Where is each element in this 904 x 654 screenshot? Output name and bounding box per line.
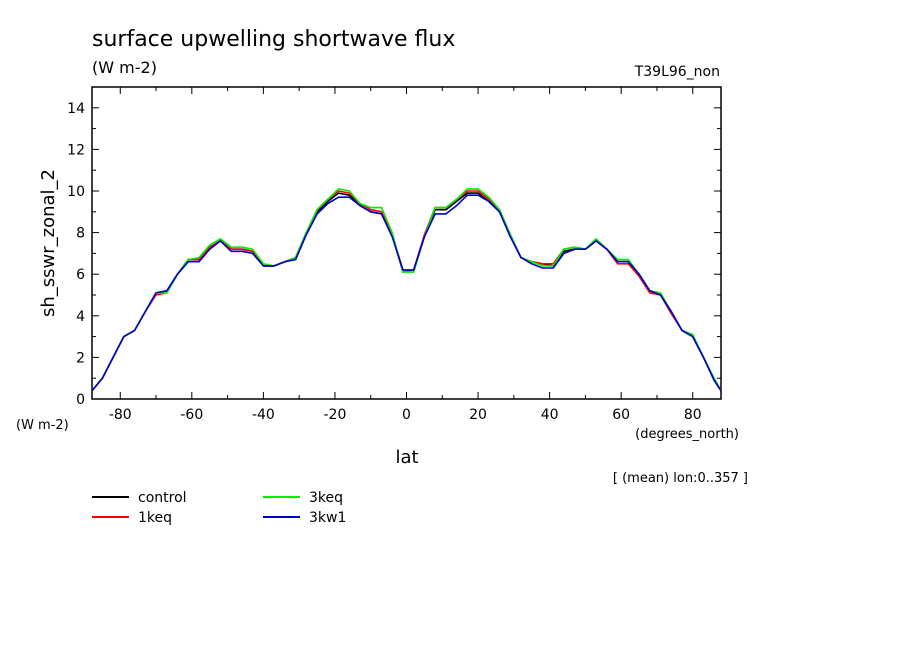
y-tick-label: 6	[76, 267, 85, 283]
x-tick-label: 80	[684, 407, 702, 423]
x-tick-label: -20	[324, 407, 347, 423]
x-tick-label: 20	[469, 407, 487, 423]
series-line-1keq	[91, 190, 722, 392]
y-tick-label: 2	[76, 350, 85, 366]
x-tick-label: -40	[252, 407, 275, 423]
series-line-control	[91, 192, 722, 392]
x-tick-label: -60	[180, 407, 203, 423]
y-tick-label: 14	[67, 101, 85, 117]
plot-frame	[91, 86, 722, 400]
y-tick-label: 8	[76, 226, 85, 242]
x-tick-label: -80	[109, 407, 132, 423]
legend-label-1keq: 1keq	[138, 510, 172, 526]
y-axis-ticks: 0 2 4 6 8 10 12 14	[67, 86, 721, 408]
y-axis-units: (W m-2)	[16, 418, 69, 433]
chart-title: surface upwelling shortwave flux	[92, 27, 455, 52]
x-tick-label: 0	[402, 407, 411, 423]
y-tick-label: 12	[67, 142, 85, 158]
y-tick-label: 10	[67, 184, 85, 200]
averaging-note: [ (mean) lon:0..357 ]	[613, 471, 748, 486]
x-axis-ticks: -80 -60 -40 -20 0 20 40 60 80	[109, 87, 702, 423]
y-axis-label: sh_sswr_zonal_2	[38, 169, 59, 317]
x-tick-label: 40	[541, 407, 559, 423]
legend-label-3keq: 3keq	[309, 490, 343, 506]
legend-label-control: control	[138, 490, 187, 506]
y-tick-label: 0	[76, 392, 85, 408]
experiment-label: T39L96_non	[634, 64, 720, 80]
chart-units-subtitle: (W m-2)	[92, 58, 157, 77]
y-tick-label: 4	[76, 309, 85, 325]
x-axis-units: (degrees_north)	[635, 427, 739, 442]
legend-label-3kw1: 3kw1	[309, 510, 346, 526]
series-line-3kw1	[91, 194, 722, 392]
series-layer	[91, 188, 722, 392]
x-axis-label: lat	[395, 447, 418, 468]
series-line-3keq	[91, 188, 722, 392]
x-tick-label: 60	[612, 407, 630, 423]
chart-legend: control 1keq 3keq 3kw1	[92, 490, 346, 526]
